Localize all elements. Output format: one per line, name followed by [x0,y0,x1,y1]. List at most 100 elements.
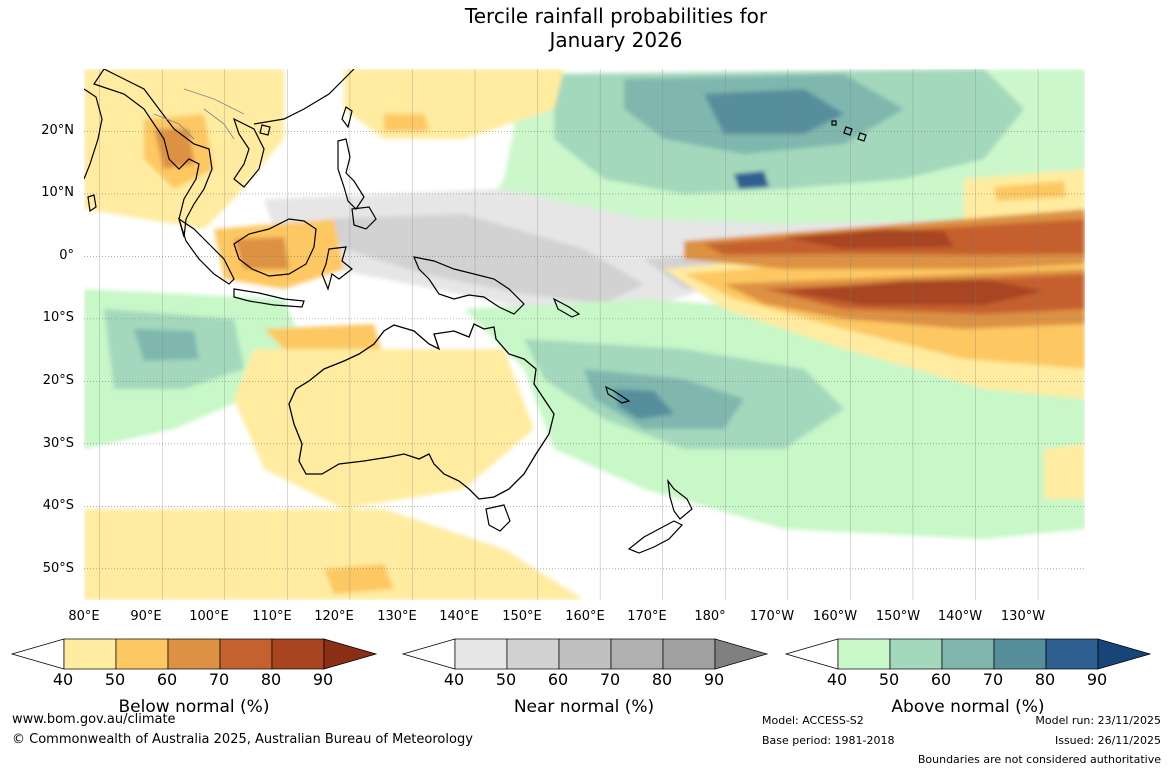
rainfall-probability-map [84,69,1085,600]
lon-label-130w: 130°W [1000,609,1046,624]
java-coastline [233,288,305,308]
colorbar-over-triangle [714,638,768,670]
colorbar-over-triangle [1097,638,1151,670]
colorbar-segment [610,638,664,670]
map-title-line-1: Tercile rainfall probabilities for [464,4,768,28]
equatorial-pacific-brown-north [784,229,954,249]
colorbar-segment [115,638,169,670]
near-normal-colorbar [402,638,768,670]
base-period: Base period: 1981-2018 [762,734,895,747]
lon-label-140e: 140°E [439,609,479,624]
colorbar-segment [889,638,943,670]
below-tick-40: 40 [52,670,74,689]
colorbar-segment [837,638,891,670]
hainan-coastline [259,124,271,136]
lon-label-120e: 120°E [314,609,354,624]
mainland-southeast-asia-coastline [93,69,213,238]
lon-label-160w: 160°W [812,609,858,624]
sumatra-coastline [177,217,235,285]
indian-ocean-deep-teal [134,329,199,361]
taiwan-coastline [341,106,353,129]
lon-label-130e: 130°E [377,609,417,624]
near-tick-40: 40 [443,670,465,689]
near-tick-50: 50 [495,670,517,689]
graticule [84,69,1085,600]
north-pacific-blue-cell [734,171,769,189]
website-link[interactable]: www.bom.gov.au/climate [12,712,176,727]
australia-coastline [288,323,555,500]
lon-label-90e: 90°E [130,609,162,624]
near-normal-title: Near normal (%) [513,697,655,717]
map-title: Tercile rainfall probabilities for Janua… [0,4,1173,52]
near-tick-90: 90 [703,670,725,689]
colorbar-segment [454,638,508,670]
new-caledonia-coastline [605,385,631,404]
copyright-notice: © Commonwealth of Australia 2025, Austra… [12,732,473,747]
new-zealand-north-coastline [667,478,693,520]
vietnam-coastline [232,117,265,188]
below-tick-50: 50 [104,670,126,689]
below-normal-title: Below normal (%) [118,697,270,717]
colorbar-segment [1045,638,1099,670]
colorbar-under-triangle [785,638,839,670]
colorbar-segment [558,638,612,670]
above-tick-90: 90 [1086,670,1108,689]
hawaii-coastline [831,120,867,142]
above-tick-50: 50 [878,670,900,689]
near-tick-70: 70 [599,670,621,689]
lon-label-140w: 140°W [937,609,983,624]
new-guinea-coastline [413,256,525,315]
probability-field [84,69,1085,600]
lat-label-20s: 20°S [42,373,74,388]
near-tick-60: 60 [547,670,569,689]
southwest-pacific-deep-teal [584,369,744,429]
mainland-borders [153,88,245,140]
below-normal-colorbar [11,638,377,670]
model-run-date: Model run: 23/11/2025 [1035,714,1161,727]
lat-label-30s: 30°S [42,436,74,451]
lat-label-equator: 0° [59,248,74,263]
lon-label-80e: 80°E [68,609,100,624]
issued-date: Issued: 26/11/2025 [1054,734,1161,747]
below-tick-60: 60 [156,670,178,689]
below-tick-80: 80 [260,670,282,689]
above-normal-title: Above normal (%) [891,697,1045,717]
east-pacific-yellow-south [1044,444,1085,499]
lon-label-150e: 150°E [502,609,542,624]
lat-label-10n: 10°N [41,185,74,200]
australia-yellow [234,349,534,509]
below-tick-70: 70 [208,670,230,689]
colorbar-segment [662,638,716,670]
lat-label-50s: 50°S [42,561,74,576]
colorbar-segment [167,638,221,670]
map-title-line-2: January 2026 [549,28,683,52]
central-pacific-orange-north [994,181,1066,201]
borneo-dark-orange [234,237,289,269]
lon-label-110e: 110°E [252,609,292,624]
model-name: Model: ACCESS-S2 [762,714,864,727]
colorbar-segment [993,638,1047,670]
lon-label-100e: 100°E [189,609,229,624]
coral-sea-blue-core [614,389,674,419]
solomon-islands-coastline [552,297,581,318]
above-tick-40: 40 [826,670,848,689]
lon-label-170w: 170°W [749,609,795,624]
above-tick-70: 70 [982,670,1004,689]
mindanao-coastline [351,206,377,230]
near-normal-darker-band [324,214,644,304]
colorbar-under-triangle [402,638,456,670]
tasmania-coastline [485,504,511,532]
colorbar-segment [63,638,117,670]
sri-lanka-coastline [87,194,97,213]
colorbar-segment [941,638,995,670]
philippines-coastline [337,138,365,210]
lat-label-20n: 20°N [41,123,74,138]
south-pacific-brown-core [784,279,1044,305]
philippine-sea-orange [384,114,429,131]
colorbar-under-triangle [11,638,65,670]
below-tick-90: 90 [312,670,334,689]
near-tick-80: 80 [651,670,673,689]
southern-ocean-orange [324,564,394,594]
india-coastline [84,88,103,180]
colorbar-over-triangle [323,638,377,670]
